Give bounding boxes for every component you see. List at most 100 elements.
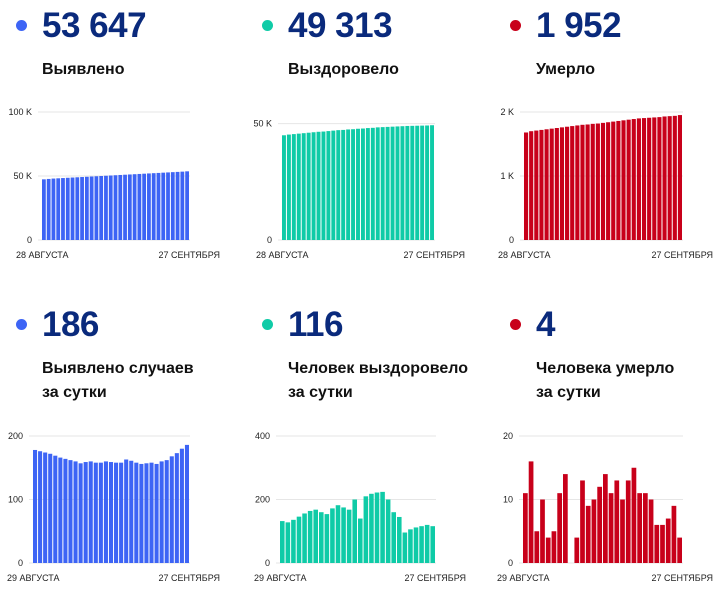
bar bbox=[33, 449, 38, 563]
bar bbox=[365, 128, 370, 240]
stat-label-line: за сутки bbox=[536, 384, 601, 401]
bar bbox=[53, 455, 58, 563]
bar bbox=[159, 461, 164, 563]
bar bbox=[154, 463, 159, 563]
bar bbox=[660, 524, 665, 563]
bar bbox=[657, 117, 662, 240]
bar bbox=[282, 135, 286, 240]
y-tick-label: 20 bbox=[503, 431, 513, 441]
bar bbox=[603, 474, 608, 563]
stat-label-line: Умерло bbox=[536, 61, 595, 78]
bar bbox=[70, 177, 75, 240]
bar bbox=[142, 173, 147, 240]
bar bbox=[554, 128, 559, 240]
bar bbox=[352, 499, 357, 563]
bar bbox=[307, 510, 313, 563]
legend-dot bbox=[16, 20, 27, 31]
bar bbox=[185, 171, 189, 240]
bar bbox=[677, 115, 682, 240]
x-start-label: 28 АВГУСТА bbox=[256, 250, 309, 260]
bar bbox=[631, 467, 637, 563]
bar bbox=[652, 117, 657, 240]
bar bbox=[420, 125, 425, 240]
bar bbox=[410, 125, 415, 240]
stat-label: Выявлено bbox=[42, 58, 124, 82]
bar bbox=[174, 453, 179, 563]
bar bbox=[408, 529, 413, 563]
bar bbox=[648, 499, 654, 563]
bar bbox=[390, 126, 395, 240]
chart-daily-detected: 0 100 200 29 АВГУСТА 27 СЕНТЯБРЯ bbox=[7, 431, 220, 583]
bar bbox=[139, 463, 144, 563]
y-tick-label: 0 bbox=[508, 558, 513, 568]
bar bbox=[677, 537, 682, 563]
bar bbox=[119, 462, 124, 563]
bar bbox=[58, 457, 63, 563]
bar bbox=[559, 127, 565, 240]
bar bbox=[544, 129, 549, 240]
bar bbox=[580, 124, 585, 240]
bar bbox=[590, 123, 595, 240]
bar bbox=[611, 121, 616, 240]
bar bbox=[184, 444, 189, 563]
bar bbox=[108, 462, 114, 563]
bar bbox=[80, 177, 84, 240]
bar bbox=[68, 460, 73, 563]
y-tick-label: 200 bbox=[255, 495, 270, 505]
bar bbox=[425, 125, 430, 240]
bar bbox=[534, 130, 539, 240]
bar bbox=[419, 526, 424, 563]
bar bbox=[600, 122, 606, 240]
bar bbox=[326, 131, 331, 240]
bar bbox=[643, 493, 648, 563]
y-tick-label: 0 bbox=[509, 235, 514, 245]
bar bbox=[369, 493, 374, 563]
x-start-label: 28 АВГУСТА bbox=[498, 250, 551, 260]
x-end-label: 27 СЕНТЯБРЯ bbox=[651, 250, 713, 260]
bar bbox=[94, 176, 99, 240]
bar bbox=[42, 179, 46, 240]
y-tick-label: 100 K bbox=[8, 107, 32, 117]
bar bbox=[402, 532, 408, 563]
bar bbox=[597, 486, 602, 563]
bar bbox=[524, 132, 529, 240]
bar bbox=[385, 126, 390, 240]
bar bbox=[98, 462, 103, 563]
bar bbox=[358, 518, 363, 563]
bar bbox=[147, 173, 151, 240]
bar bbox=[539, 129, 544, 240]
bar bbox=[127, 174, 132, 240]
bar bbox=[616, 120, 621, 240]
stat-label-line: Выздоровело bbox=[288, 61, 399, 78]
bar bbox=[563, 474, 568, 563]
x-end-label: 27 СЕНТЯБРЯ bbox=[404, 573, 466, 583]
x-start-label: 29 АВГУСТА bbox=[497, 573, 550, 583]
bar bbox=[534, 531, 540, 563]
bar bbox=[161, 172, 166, 240]
bar bbox=[662, 116, 667, 240]
bar bbox=[370, 127, 375, 240]
bar bbox=[89, 176, 94, 240]
bar bbox=[671, 505, 677, 563]
chart-deaths: 0 1 K 2 K 28 АВГУСТА 27 СЕНТЯБРЯ bbox=[498, 107, 713, 260]
bar bbox=[545, 537, 551, 563]
bar bbox=[123, 174, 127, 240]
stat-value: 53 647 bbox=[42, 6, 147, 45]
bar bbox=[528, 461, 534, 563]
bar bbox=[380, 127, 385, 240]
bar bbox=[385, 499, 391, 563]
bar bbox=[306, 132, 311, 240]
bar bbox=[83, 462, 88, 563]
y-tick-label: 1 K bbox=[500, 171, 514, 181]
bar bbox=[614, 480, 620, 563]
stat-label: Умерло bbox=[536, 58, 595, 82]
bar bbox=[654, 524, 660, 563]
bar bbox=[540, 499, 545, 563]
x-end-label: 27 СЕНТЯБРЯ bbox=[158, 250, 220, 260]
bar bbox=[51, 178, 56, 240]
bar bbox=[375, 127, 380, 240]
bar bbox=[88, 461, 93, 563]
bar bbox=[151, 173, 156, 240]
bar bbox=[346, 509, 352, 563]
bar bbox=[580, 480, 585, 563]
